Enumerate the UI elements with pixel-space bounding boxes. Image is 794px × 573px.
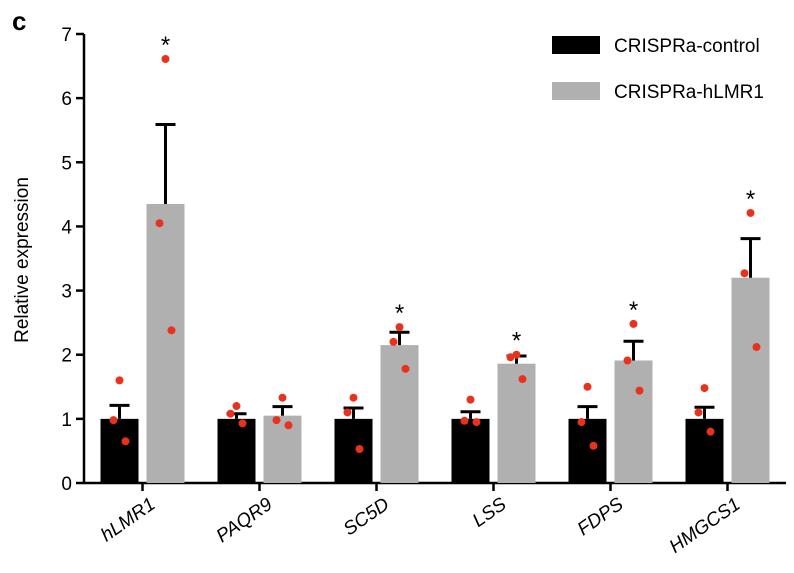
- data-point: [349, 393, 358, 402]
- data-point: [272, 416, 281, 425]
- data-point: [167, 326, 176, 335]
- data-point: [389, 337, 398, 346]
- data-point: [512, 350, 521, 359]
- panel-label: c: [12, 6, 27, 36]
- data-point: [395, 323, 404, 332]
- bar: [568, 418, 607, 483]
- bar: [146, 203, 185, 483]
- data-point: [518, 375, 527, 384]
- bar: [614, 360, 653, 483]
- significance-mark: *: [512, 328, 521, 355]
- data-point: [746, 208, 755, 217]
- data-point: [115, 376, 124, 385]
- data-point: [238, 419, 247, 428]
- data-point: [694, 408, 703, 417]
- significance-mark: *: [395, 300, 404, 327]
- data-point: [121, 437, 130, 446]
- data-point: [401, 364, 410, 373]
- bar: [731, 277, 770, 483]
- data-point: [466, 395, 475, 404]
- y-tick-label: 5: [61, 153, 72, 174]
- data-point: [706, 427, 715, 436]
- data-point: [343, 408, 352, 417]
- legend-swatch: [552, 82, 600, 100]
- significance-mark: *: [629, 297, 638, 324]
- x-tick-label: LSS: [469, 494, 511, 532]
- y-tick-label: 2: [61, 346, 72, 367]
- bar: [217, 418, 256, 483]
- data-point: [155, 219, 164, 228]
- y-tick-label: 4: [61, 217, 72, 238]
- x-tick-label: FDPS: [574, 494, 628, 540]
- bar: [497, 363, 536, 483]
- data-point: [629, 319, 638, 328]
- x-tick-label: HMGCS1: [666, 494, 745, 558]
- y-tick-label: 1: [61, 410, 72, 431]
- bar: [263, 415, 302, 483]
- legend-label: CRISPRa-hLMR1: [614, 82, 764, 103]
- data-point: [161, 55, 170, 64]
- y-tick-label: 7: [61, 25, 72, 46]
- data-point: [740, 269, 749, 278]
- legend-swatch: [552, 36, 600, 54]
- data-point: [589, 441, 598, 450]
- data-point: [226, 409, 235, 418]
- bar: [685, 418, 724, 483]
- y-tick-label: 0: [61, 474, 72, 495]
- data-point: [460, 416, 469, 425]
- data-point: [355, 445, 364, 454]
- significance-mark: *: [746, 186, 755, 213]
- y-tick-label: 6: [61, 89, 72, 110]
- legend: CRISPRa-control CRISPRa-hLMR1: [552, 36, 764, 103]
- data-point: [700, 384, 709, 393]
- data-point: [752, 343, 761, 352]
- bar: [334, 418, 373, 483]
- data-point: [109, 416, 118, 425]
- significance-mark: *: [161, 32, 170, 59]
- data-point: [623, 356, 632, 365]
- bar: [100, 418, 139, 483]
- x-tick-label: hLMR1: [97, 494, 159, 546]
- legend-label: CRISPRa-control: [614, 36, 760, 57]
- data-point: [577, 418, 586, 427]
- data-point: [232, 402, 241, 411]
- bar: [380, 345, 419, 483]
- data-point: [506, 353, 515, 362]
- bars: * * * * *: [100, 32, 770, 483]
- data-point: [472, 418, 481, 427]
- data-point: [583, 382, 592, 391]
- x-tick-label: SC5D: [340, 494, 394, 540]
- y-tick-label: 3: [61, 282, 72, 303]
- data-point: [284, 421, 293, 430]
- data-point: [635, 386, 644, 395]
- x-tick-label: PAQR9: [213, 494, 277, 548]
- data-point: [278, 393, 287, 402]
- bar: [451, 418, 490, 483]
- y-axis-label: Relative expression: [12, 177, 33, 343]
